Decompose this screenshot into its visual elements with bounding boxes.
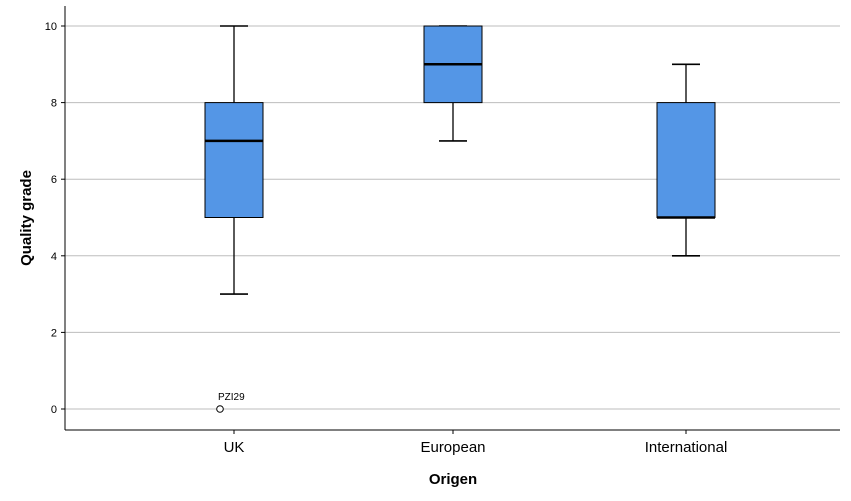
box-uk xyxy=(204,102,264,218)
y-tick-label: 10 xyxy=(45,21,57,33)
x-category-label: International xyxy=(645,439,728,456)
y-tick-label: 4 xyxy=(51,251,57,263)
outlier-label: PZI29 xyxy=(218,392,245,403)
y-tick-label: 0 xyxy=(51,404,57,416)
y-tick-label: 2 xyxy=(51,327,57,339)
outlier-point xyxy=(216,405,224,413)
y-axis-title: Quality grade xyxy=(18,170,35,266)
y-tick-label: 6 xyxy=(51,174,57,186)
y-tick-label: 8 xyxy=(51,98,57,110)
box-international xyxy=(656,102,716,218)
x-axis-title: Origen xyxy=(429,471,477,488)
x-category-label: UK xyxy=(224,439,245,456)
x-category-label: European xyxy=(420,439,485,456)
